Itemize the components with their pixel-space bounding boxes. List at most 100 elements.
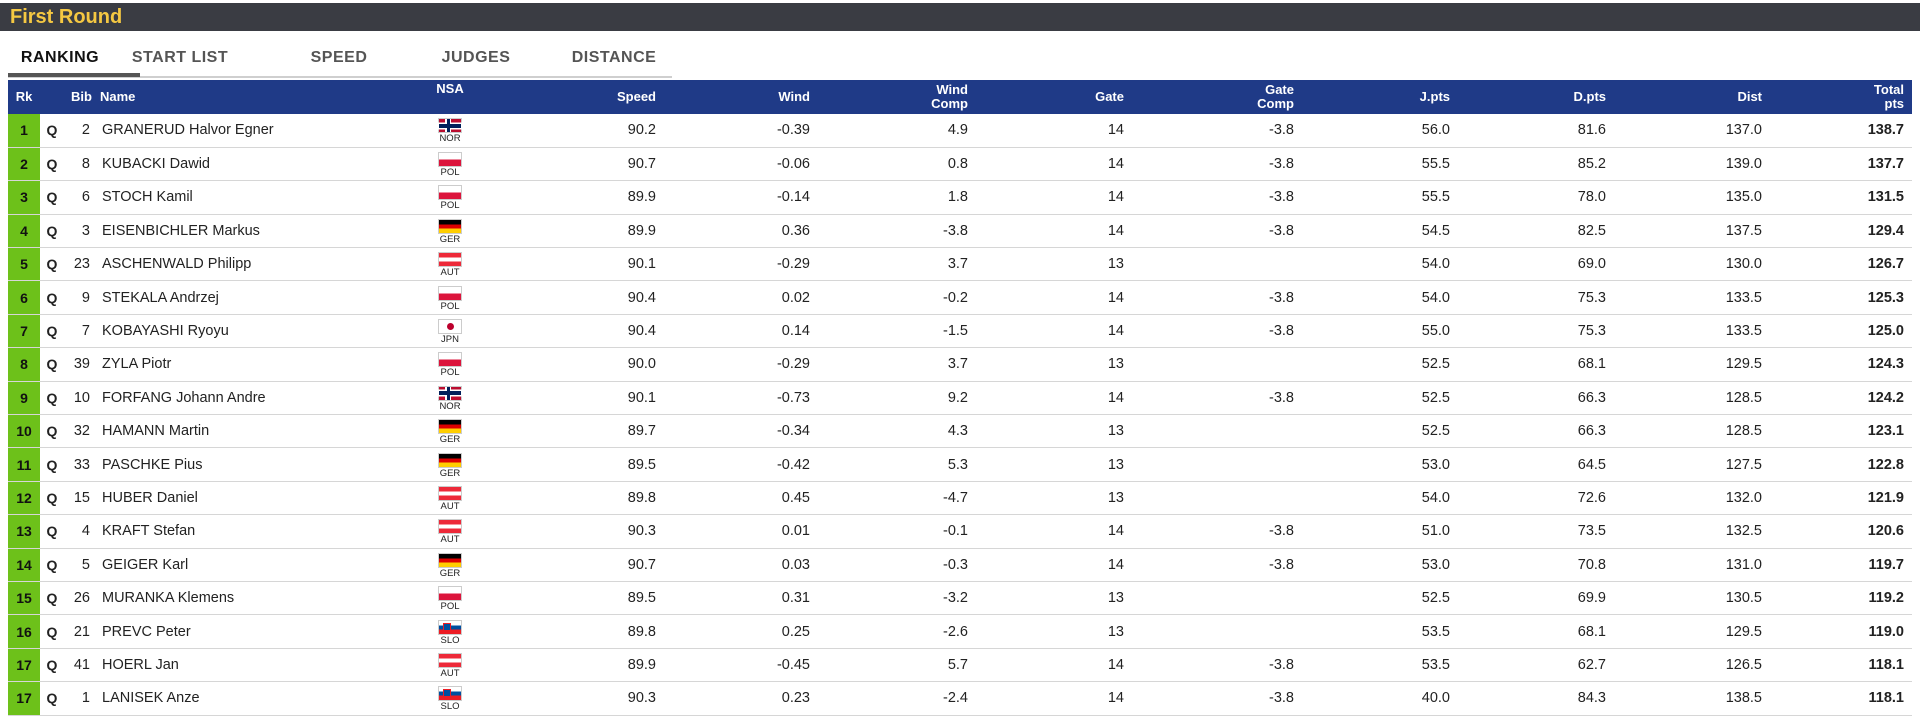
nsa-cell: AUT [426, 481, 474, 514]
col-rk[interactable]: Rk [15, 89, 33, 104]
table-row[interactable]: 13 Q 4 KRAFT Stefan AUT 90.3 0.01 -0.1 14 -3.8 51.… [8, 514, 1912, 549]
active-tab-indicator [8, 73, 140, 77]
gate-cell: 14 [1107, 389, 1124, 406]
rank-cell: 17 [8, 681, 40, 716]
nsa-cell: GER [426, 448, 474, 481]
athlete-name: MURANKA Klemens [102, 590, 235, 607]
table-row[interactable]: 10 Q 32 HAMANN Martin GER 89.7 -0.34 4.3 13 52.5 6… [8, 414, 1912, 448]
total-points-cell: 119.7 [1868, 556, 1905, 573]
wind-comp-cell: -3.2 [943, 590, 968, 607]
wind-cell: -0.45 [776, 656, 810, 673]
table-row[interactable]: 8 Q 39 ZYLA Piotr POL 90.0 -0.29 3.7 13 52.5 68.1 1… [8, 347, 1912, 382]
flag-icon [438, 452, 462, 468]
col-bib[interactable]: Bib [71, 89, 92, 104]
gate-cell: 13 [1107, 456, 1124, 473]
bib-cell: 9 [81, 289, 90, 306]
qualified-cell: Q [46, 323, 58, 340]
gate-cell: 13 [1107, 489, 1124, 506]
rank-cell: 6 [8, 280, 40, 315]
table-row[interactable]: 1 Q 2 GRANERUD Halvor Egner NOR 90.2 -0.39 4.9 1… [8, 114, 1912, 148]
total-points-cell: 118.1 [1868, 690, 1905, 707]
col-dist[interactable]: Dist [1737, 89, 1762, 104]
total-points-cell: 131.5 [1867, 189, 1904, 206]
table-row[interactable]: 17 Q 1 LANISEK Anze SLO 90.3 0.23 -2.4 14 -3.8 40.… [8, 681, 1912, 716]
total-points-cell: 119.2 [1868, 590, 1905, 607]
wind-comp-cell: -0.2 [943, 289, 968, 306]
speed-cell: 90.7 [627, 156, 656, 173]
col-gate-comp[interactable]: Gate Comp [1128, 80, 1298, 114]
flag-icon [438, 218, 462, 234]
col-wind[interactable]: Wind [778, 89, 810, 104]
table-row[interactable]: 3 Q 6 STOCH Kamil POL 89.9 -0.14 1.8 14 -3.8 55.5 7… [8, 180, 1912, 215]
table-row[interactable]: 2 Q 8 KUBACKI Dawid POL 90.7 -0.06 0.8 14 -3.8 55.… [8, 147, 1912, 181]
gate-comp-cell: -3.8 [1269, 156, 1294, 173]
col-gate-comp-line1: Gate [1265, 82, 1294, 97]
table-row[interactable]: 15 Q 26 MURANKA Klemens POL 89.5 0.31 -3.2 13 52.… [8, 581, 1912, 615]
gate-cell: 13 [1107, 356, 1124, 373]
col-dpts[interactable]: D.pts [1573, 89, 1607, 104]
judge-points-cell: 53.0 [1421, 456, 1450, 473]
col-wind-comp[interactable]: Wind Comp [814, 80, 972, 114]
total-points-cell: 125.0 [1867, 323, 1904, 340]
tab-start-list[interactable]: START LIST [131, 49, 229, 66]
rank-cell: 15 [8, 581, 40, 615]
speed-cell: 89.5 [627, 456, 656, 473]
wind-comp-cell: 9.2 [947, 389, 968, 406]
col-name[interactable]: Name [100, 89, 136, 104]
wind-comp-cell: -3.8 [943, 222, 968, 239]
table-row[interactable]: 14 Q 5 GEIGER Karl GER 90.7 0.03 -0.3 14 -3.8 53.0… [8, 548, 1912, 582]
col-nsa[interactable]: NSA [436, 81, 464, 96]
table-row[interactable]: 4 Q 3 EISENBICHLER Markus GER 89.9 0.36 -3.8 14 -… [8, 214, 1912, 248]
tab-speed[interactable]: SPEED [310, 49, 368, 66]
rank-cell: 3 [8, 180, 40, 215]
gate-comp-cell: -3.8 [1269, 389, 1294, 406]
flag-icon [438, 419, 462, 435]
speed-cell: 89.9 [627, 222, 656, 239]
gate-comp-cell: -3.8 [1269, 656, 1294, 673]
col-jpts[interactable]: J.pts [1419, 89, 1450, 104]
table-row[interactable]: 11 Q 33 PASCHKE Pius GER 89.5 -0.42 5.3 13 53.0 64… [8, 447, 1912, 482]
table-row[interactable]: 12 Q 15 HUBER Daniel AUT 89.8 0.45 -4.7 13 54.0 72… [8, 481, 1912, 515]
total-points-cell: 138.7 [1867, 122, 1904, 139]
tab-judges[interactable]: JUDGES [441, 49, 511, 66]
rank-cell: 17 [8, 648, 40, 682]
table-row[interactable]: 5 Q 23 ASCHENWALD Philipp AUT 90.1 -0.29 3.7 13 5… [8, 247, 1912, 281]
table-row[interactable]: 16 Q 21 PREVC Peter SLO 89.8 0.25 -2.6 13 53.5 68.… [8, 614, 1912, 649]
speed-cell: 89.5 [627, 590, 656, 607]
gate-cell: 14 [1107, 156, 1124, 173]
col-gate[interactable]: Gate [1095, 89, 1124, 104]
col-speed[interactable]: Speed [616, 89, 656, 104]
nsa-code: AUT [440, 267, 460, 279]
flag-icon [438, 652, 462, 668]
wind-comp-cell: -4.7 [943, 489, 968, 506]
nsa-cell: AUT [426, 248, 474, 281]
distance-points-cell: 70.8 [1577, 556, 1606, 573]
qualified-cell: Q [46, 189, 58, 206]
col-total[interactable]: Total pts [1766, 80, 1912, 114]
wind-cell: 0.01 [781, 523, 810, 540]
tab-distance[interactable]: DISTANCE [571, 49, 657, 66]
athlete-name: ZYLA Piotr [102, 356, 172, 373]
qualified-cell: Q [46, 289, 58, 306]
qualified-cell: Q [46, 423, 58, 440]
rank-cell: 8 [8, 347, 40, 382]
wind-cell: 0.14 [781, 323, 810, 340]
distance-cell: 137.0 [1725, 122, 1762, 139]
table-row[interactable]: 7 Q 7 KOBAYASHI Ryoyu JPN 90.4 0.14 -1.5 14 -3.8 5… [8, 314, 1912, 348]
qualified-cell: Q [46, 456, 58, 473]
judge-points-cell: 52.5 [1421, 423, 1450, 440]
wind-comp-cell: -2.6 [943, 623, 968, 640]
tab-ranking[interactable]: RANKING [20, 49, 100, 66]
gate-cell: 14 [1107, 189, 1124, 206]
gate-cell: 13 [1107, 590, 1124, 607]
total-points-cell: 122.8 [1867, 456, 1904, 473]
table-row[interactable]: 17 Q 41 HOERL Jan AUT 89.9 -0.45 5.7 14 -3.8 53.5 6… [8, 648, 1912, 682]
table-row[interactable]: 6 Q 9 STEKALA Andrzej POL 90.4 0.02 -0.2 14 -3.8 5… [8, 280, 1912, 315]
gate-cell: 14 [1107, 523, 1124, 540]
flag-icon [438, 485, 462, 501]
gate-cell: 13 [1107, 256, 1124, 273]
distance-points-cell: 82.5 [1577, 222, 1606, 239]
table-body: 1 Q 2 GRANERUD Halvor Egner NOR 90.2 -0.39 4.9 1… [8, 114, 1912, 716]
table-row[interactable]: 9 Q 10 FORFANG Johann Andre NOR 90.1 -0.73 9.2 1… [8, 381, 1912, 415]
flag-icon [438, 686, 462, 702]
